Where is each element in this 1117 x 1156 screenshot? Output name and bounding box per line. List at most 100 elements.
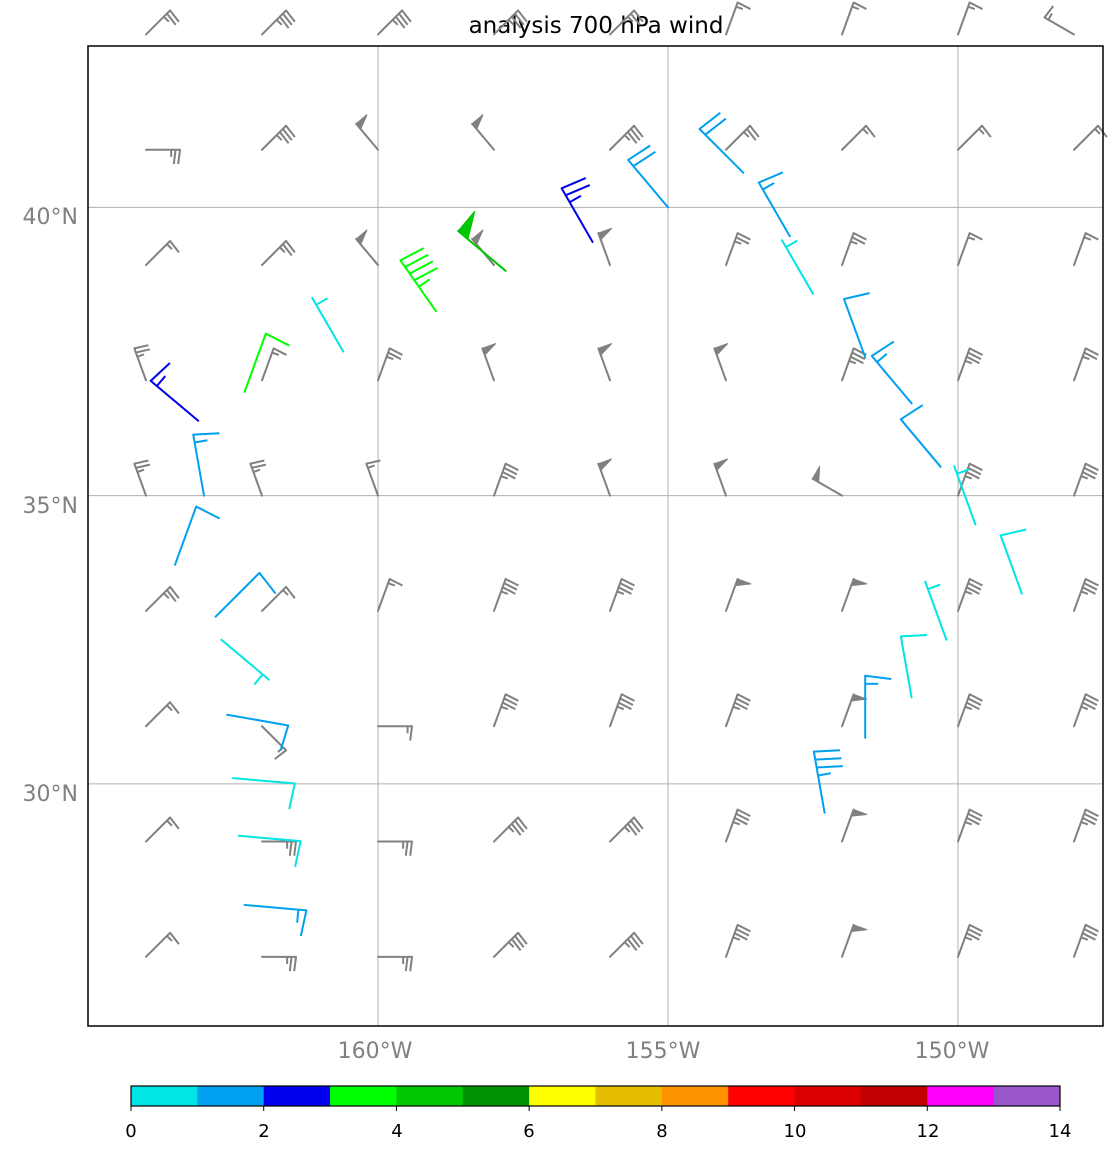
colorbar-segment-12 bbox=[927, 1086, 995, 1106]
trajectory-barb-21 bbox=[214, 571, 277, 618]
colorbar-tick-4: 4 bbox=[391, 1121, 402, 1142]
trajectory-barb-24 bbox=[232, 777, 296, 810]
trajectory-barb-9 bbox=[781, 239, 814, 295]
bg-barb-r3-c8 bbox=[1073, 347, 1099, 382]
trajectory-barb-19 bbox=[192, 432, 220, 497]
trajectory-barb-3 bbox=[399, 247, 438, 313]
lon-label-160w: 160°W bbox=[338, 1039, 413, 1064]
bg-barb-r0-c8 bbox=[1043, 5, 1075, 36]
colorbar-ticks: 0 2 4 6 8 10 12 14 bbox=[125, 1121, 1071, 1142]
trajectory-barb-26 bbox=[243, 903, 308, 937]
trajectory-barb-15 bbox=[924, 580, 948, 641]
bg-barb-r2-c8 bbox=[1073, 232, 1099, 267]
gridlines bbox=[88, 46, 1103, 1026]
colorbar-segment-7 bbox=[595, 1086, 663, 1106]
trajectory-barb-5 bbox=[560, 177, 594, 243]
bg-barb-r7-c1 bbox=[261, 840, 297, 856]
bg-barb-r2-c5 bbox=[725, 232, 751, 267]
bg-barb-r5-c4 bbox=[609, 577, 635, 612]
bg-barb-r1-c3 bbox=[471, 114, 495, 151]
bg-barb-r6-c2 bbox=[377, 725, 413, 741]
latitude-labels: 30°N 35°N 40°N bbox=[23, 205, 78, 807]
bg-barb-r3-c4 bbox=[597, 343, 613, 382]
colorbar-tick-0: 0 bbox=[125, 1121, 136, 1142]
bg-barb-r3-c2 bbox=[377, 347, 403, 382]
bg-barb-r4-c1 bbox=[249, 459, 267, 497]
colorbar-tick-14: 14 bbox=[1049, 1121, 1072, 1142]
chart-title: analysis 700 hPa wind bbox=[469, 13, 724, 39]
bg-barb-r3-c7 bbox=[957, 347, 983, 382]
bg-barb-r6-c5 bbox=[725, 693, 751, 728]
trajectory-barb-4 bbox=[457, 210, 507, 272]
bg-barb-r7-c5 bbox=[725, 808, 751, 843]
colorbar-tick-2: 2 bbox=[258, 1121, 269, 1142]
trajectory-barb-1 bbox=[243, 332, 290, 393]
bg-barb-r8-c4 bbox=[609, 931, 644, 958]
bg-barb-r8-c1 bbox=[261, 955, 297, 972]
bg-barb-r3-c1 bbox=[261, 347, 287, 382]
colorbar-segment-13 bbox=[993, 1086, 1061, 1106]
colorbar-segment-6 bbox=[529, 1086, 596, 1106]
colorbar-segment-0 bbox=[131, 1086, 198, 1106]
colorbar bbox=[130, 1085, 1061, 1111]
background-barbs bbox=[133, 1, 1108, 972]
trajectory-barb-14 bbox=[999, 528, 1027, 595]
trajectory-barb-0 bbox=[149, 362, 200, 422]
map-frame bbox=[87, 45, 1104, 1027]
trajectory-barb-17 bbox=[864, 674, 892, 739]
bg-barb-r1-c0 bbox=[145, 148, 181, 165]
bg-barb-r8-c5 bbox=[725, 923, 751, 958]
trajectory-barb-13 bbox=[953, 465, 977, 526]
colorbar-tick-8: 8 bbox=[656, 1121, 667, 1142]
bg-barb-r8-c0 bbox=[145, 931, 180, 958]
lat-label-35n: 35°N bbox=[23, 494, 78, 519]
bg-barb-r2-c1 bbox=[261, 240, 296, 267]
lat-label-30n: 30°N bbox=[23, 782, 78, 807]
trajectory-barb-12 bbox=[899, 404, 942, 468]
bg-barb-r6-c7 bbox=[957, 693, 983, 728]
lon-label-150w: 150°W bbox=[915, 1039, 990, 1064]
bg-barb-r3-c5 bbox=[713, 343, 729, 382]
bg-barb-r1-c6 bbox=[841, 124, 876, 151]
trajectory-barb-25 bbox=[237, 834, 302, 868]
bg-barb-r7-c0 bbox=[145, 816, 180, 843]
trajectory-barb-2 bbox=[311, 296, 345, 353]
bg-barb-r7-c6 bbox=[841, 808, 868, 843]
trajectory-barb-18 bbox=[812, 749, 843, 814]
bg-barb-r4-c7 bbox=[957, 462, 983, 497]
lon-label-155w: 155°W bbox=[626, 1039, 701, 1064]
bg-barb-r0-c3 bbox=[493, 9, 528, 36]
bg-barb-r6-c0 bbox=[145, 701, 180, 728]
bg-barb-r7-c8 bbox=[1073, 808, 1099, 843]
colorbar-segment-8 bbox=[661, 1086, 729, 1106]
lat-label-40n: 40°N bbox=[23, 205, 78, 230]
bg-barb-r0-c0 bbox=[145, 9, 180, 36]
bg-barb-r4-c2 bbox=[365, 459, 381, 497]
trajectory-barb-23 bbox=[226, 713, 290, 751]
bg-barb-r4-c0 bbox=[133, 459, 151, 497]
bg-barb-r4-c6 bbox=[811, 466, 843, 497]
bg-barb-r1-c2 bbox=[355, 114, 379, 151]
bg-barb-r6-c4 bbox=[609, 693, 635, 728]
trajectory-barb-6 bbox=[627, 144, 669, 209]
bg-barb-r5-c5 bbox=[725, 577, 752, 612]
trajectory-barb-7 bbox=[698, 112, 745, 174]
bg-barb-r2-c7 bbox=[957, 232, 983, 267]
bg-barb-r5-c6 bbox=[841, 577, 868, 612]
bg-barb-r8-c3 bbox=[493, 931, 528, 958]
bg-barb-r3-c0 bbox=[133, 344, 151, 382]
trajectory-barb-8 bbox=[757, 171, 791, 238]
bg-barb-r0-c6 bbox=[841, 1, 867, 36]
bg-barb-r4-c4 bbox=[597, 458, 613, 497]
trajectory-barb-20 bbox=[174, 505, 221, 566]
bg-barb-r8-c8 bbox=[1073, 923, 1099, 958]
bg-barb-r5-c7 bbox=[957, 577, 983, 612]
trajectory-barb-16 bbox=[899, 634, 928, 699]
colorbar-segment-9 bbox=[728, 1086, 796, 1106]
bg-barb-r3-c3 bbox=[481, 343, 497, 382]
bg-barb-r7-c4 bbox=[609, 816, 644, 843]
bg-barb-r2-c3 bbox=[471, 229, 495, 267]
bg-barb-r1-c7 bbox=[957, 124, 992, 151]
colorbar-segment-5 bbox=[462, 1086, 530, 1106]
colorbar-segment-10 bbox=[794, 1086, 862, 1106]
